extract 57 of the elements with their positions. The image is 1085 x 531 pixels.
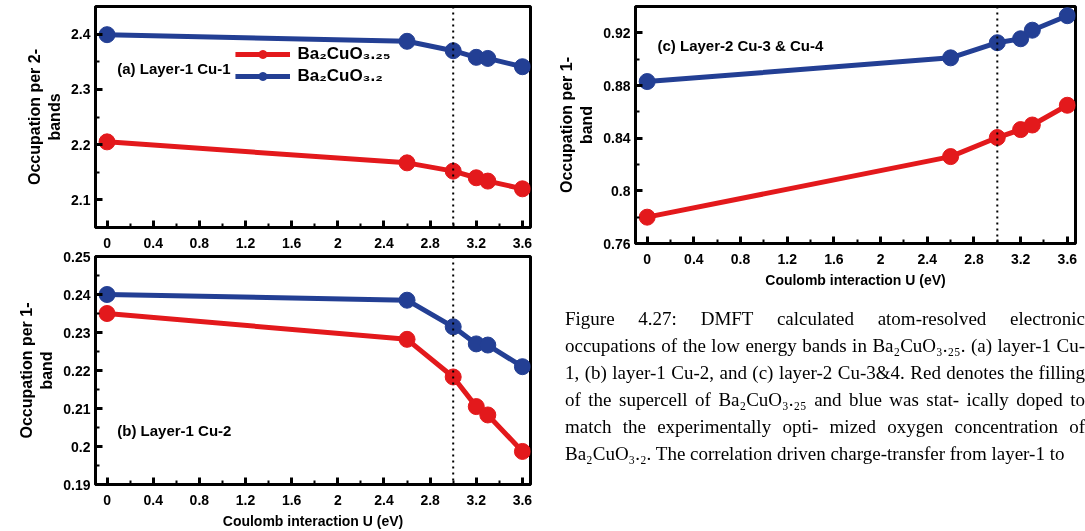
x-tick-label: 0 (103, 491, 112, 508)
y-tick-label: 0.23 (63, 324, 91, 341)
text: (c) Layer-2 Cu-3 & Cu-4 (657, 36, 825, 54)
x-tick-label: 3.2 (466, 234, 487, 251)
x-tick-label: 2 (333, 491, 342, 508)
x-tick-label: 3.6 (512, 491, 533, 508)
x-tick-label: 2.4 (374, 234, 394, 251)
x-tick-label: 1.2 (235, 234, 256, 251)
x-tick-label: 3.6 (1057, 250, 1078, 267)
x-tick-label: 2 (333, 234, 342, 251)
x-tick-label: 2.8 (964, 250, 984, 267)
y-tick-label: 2.2 (71, 136, 91, 153)
y-tick-label: 2.3 (71, 81, 91, 98)
x-tick-label: 1.6 (824, 250, 844, 267)
y-tick-label: 0.24 (63, 286, 91, 303)
y-axis-title: Occupation per 1- band (557, 56, 596, 194)
x-tick-label: 2.4 (917, 250, 938, 267)
caption: Figure 4.27: DMFT calculated atom-resolved electronic occupations of the low energy bands in Ba₂CuO₃.₂₅. (a) layer-1 Cu-1, (b) layer-1 Cu-2, and (c) layer-2 Cu-3&4. Red denotes the filling of the supercell of Ba₂CuO₃.₂₅ and blue was stat- ically doped to match the experimentally opti- mized oxygen concentration of Ba₂CuO₃.₂. The correlation driven charge-transfer from layer-1 to (565, 307, 1085, 466)
x-tick-label: 0 (103, 234, 112, 251)
x-tick-label: 2.4 (374, 491, 394, 508)
y-tick-label: 0.92 (603, 24, 631, 41)
y-tick-label: 0.2 (71, 438, 91, 455)
x-tick-label: 0.4 (143, 234, 164, 251)
x-tick-label: 3.6 (512, 234, 533, 251)
x-tick-label: 1.2 (235, 491, 256, 508)
x-axis-title: Coulomb interaction U (eV) (222, 512, 404, 529)
y-tick-label: 0.76 (603, 235, 631, 252)
x-tick-label: 0.8 (189, 234, 210, 251)
x-tick-label: 0.4 (684, 250, 704, 267)
x-tick-label: 2.8 (420, 491, 441, 508)
x-tick-label: 2 (876, 250, 885, 267)
y-tick-label: 0.19 (63, 476, 91, 493)
x-tick-label: 3.2 (466, 491, 487, 508)
x-tick-label: 2.8 (420, 234, 441, 251)
x-tick-label: 0.4 (143, 491, 164, 508)
text: (a) Layer-1 Cu-1 (117, 60, 231, 78)
text: (b) Layer-1 Cu-2 (117, 421, 232, 439)
x-tick-label: 1.6 (281, 234, 302, 251)
y-tick-label: 0.8 (611, 182, 631, 199)
x-tick-label: 1.2 (777, 250, 798, 267)
y-axis-title: Occupation per 1- band (17, 302, 56, 439)
x-tick-label: 0.8 (189, 491, 210, 508)
x-tick-label: 0 (643, 250, 652, 267)
legend-label: Ba₂CuO₃.₂ (297, 66, 383, 86)
legend-label: Ba₂CuO₃.₂₅ (297, 44, 391, 64)
x-axis-title: Coulomb interaction U (eV) (765, 271, 946, 288)
y-tick-label: 0.25 (63, 248, 91, 265)
x-tick-label: 3.2 (1010, 250, 1031, 267)
y-tick-label: 2.4 (71, 26, 91, 43)
y-tick-label: 0.22 (63, 362, 91, 379)
y-tick-label: 0.84 (603, 130, 631, 147)
y-tick-label: 0.88 (603, 77, 631, 94)
y-tick-label: 2.1 (71, 191, 91, 208)
y-axis-title: Occupation per 2- bands (25, 48, 64, 186)
y-tick-label: 0.21 (63, 400, 91, 417)
x-tick-label: 0.8 (730, 250, 751, 267)
x-tick-label: 1.6 (281, 491, 302, 508)
